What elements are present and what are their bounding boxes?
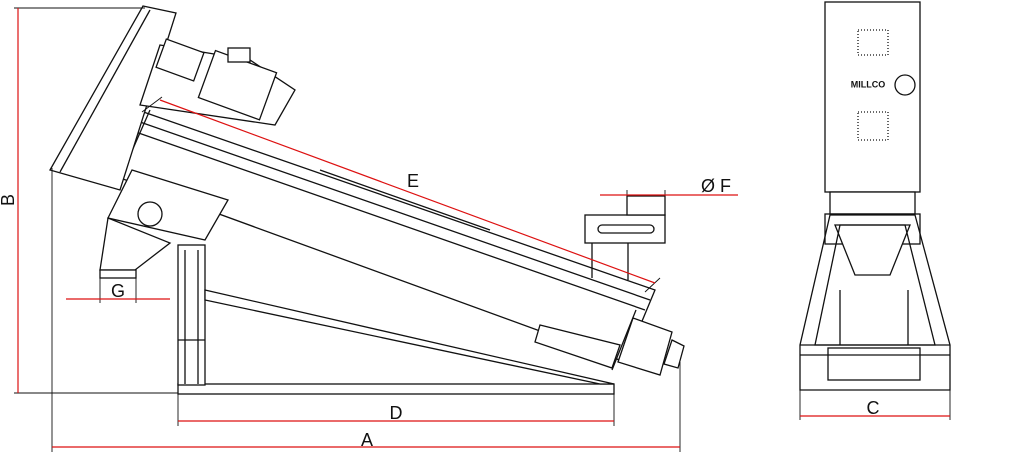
support-leg: [177, 244, 206, 386]
control-cabinet: [824, 1, 921, 193]
terminal-box: [227, 47, 251, 63]
dim-e-label: E: [407, 171, 419, 191]
hopper-cone: [834, 224, 911, 276]
front-view: MILLCO: [799, 1, 951, 391]
neck: [829, 191, 916, 215]
dim-e-line: [159, 99, 656, 284]
discharge-flange: [584, 214, 666, 244]
screen-plate: [49, 5, 177, 191]
dim-a-label: A: [361, 430, 373, 450]
tube-flange: [827, 347, 921, 381]
bearing: [663, 339, 685, 369]
dim-f-label: Ø F: [701, 176, 731, 196]
logo: MILLCO: [851, 79, 886, 89]
dimensions: B A D G E Ø F C: [0, 7, 951, 452]
dim-c-label: C: [867, 398, 880, 418]
side-view: [49, 5, 685, 395]
inlet-box: [107, 169, 229, 241]
dim-d-label: D: [390, 403, 403, 423]
gearbox: [155, 38, 205, 82]
brace: [204, 289, 615, 385]
outlet: [534, 324, 621, 369]
base-frame: [177, 383, 615, 395]
end-cap: [617, 317, 673, 376]
dim-g-label: G: [111, 281, 125, 301]
dim-b-label: B: [0, 194, 18, 206]
discharge-pipe: [626, 195, 666, 216]
